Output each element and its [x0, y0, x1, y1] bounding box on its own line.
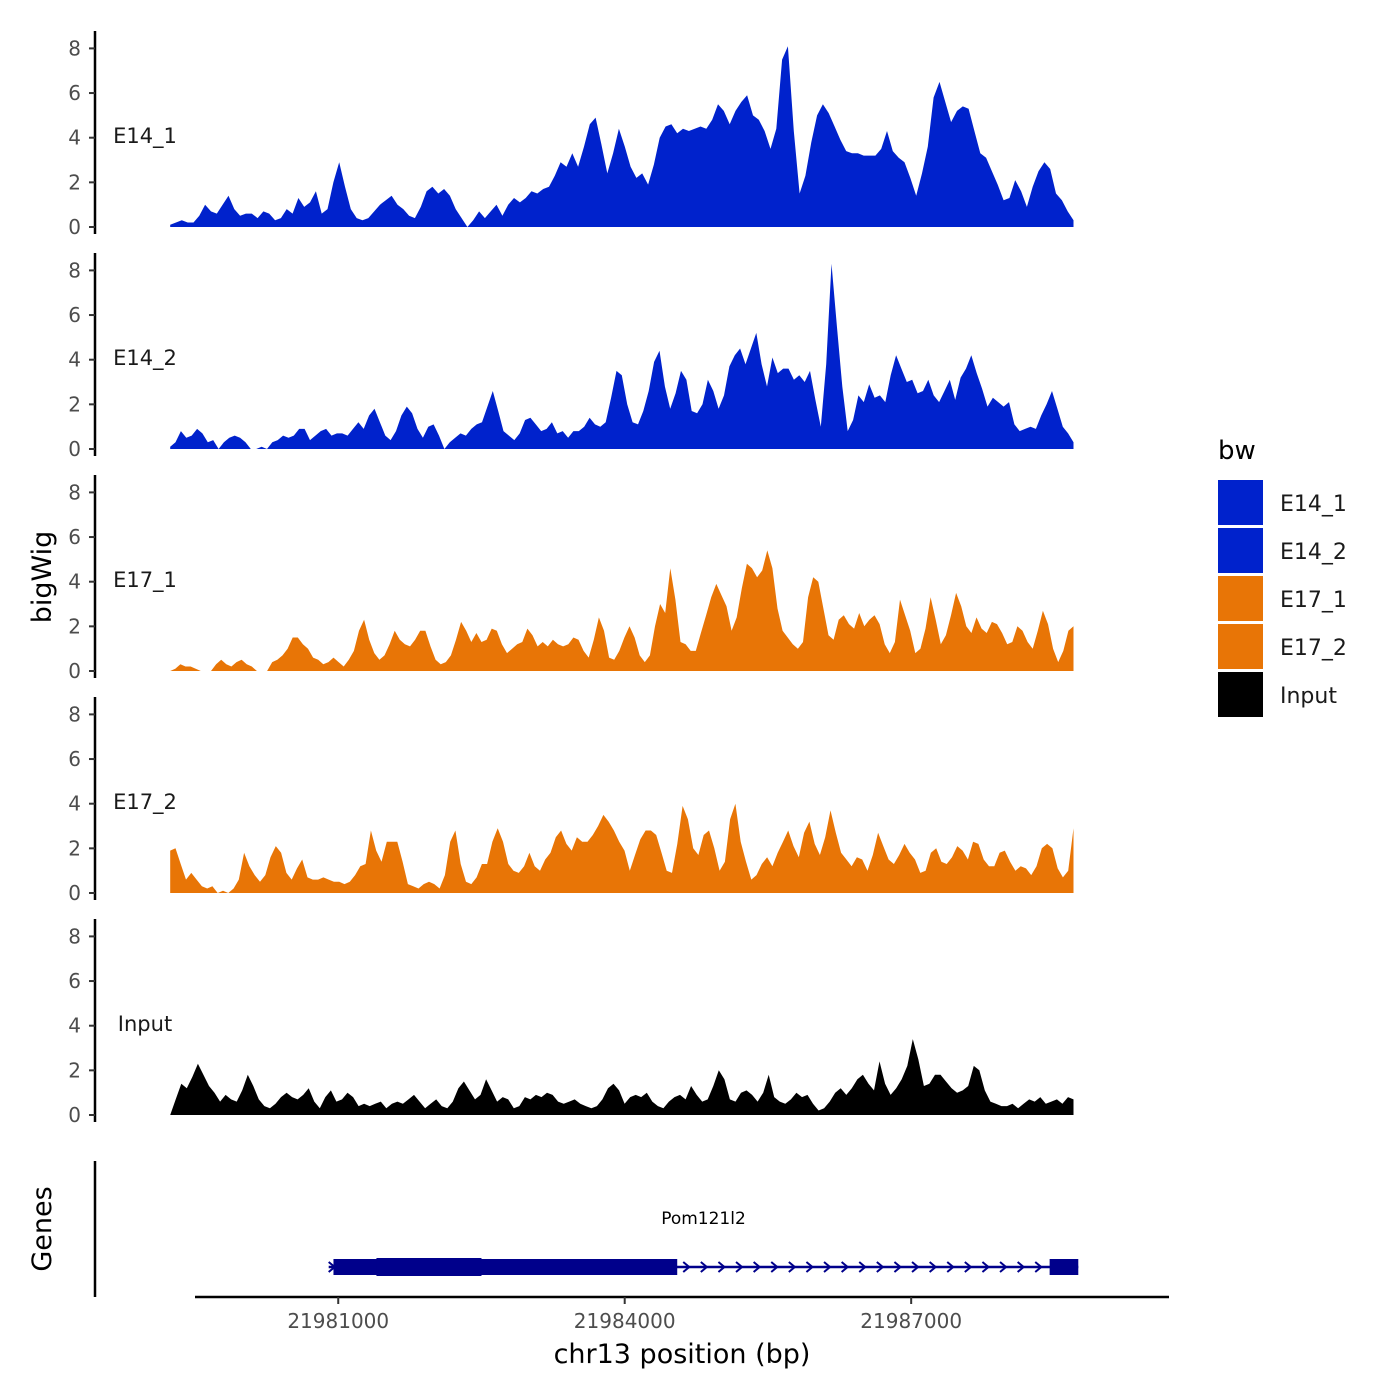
y-tick-label: 8: [68, 258, 81, 282]
legend-label: E17_1: [1280, 588, 1347, 613]
panel-E14_2: 0 2 4 6 8 E14_2: [68, 253, 1074, 461]
panel-label: E14_2: [113, 346, 177, 371]
strand-arrow: [946, 1261, 955, 1273]
y-tick-label: 2: [68, 836, 81, 860]
panel-label: E17_2: [113, 790, 177, 815]
strand-arrow: [735, 1261, 744, 1273]
y-tick-label: 2: [68, 170, 81, 194]
signal-area-Input: [170, 1039, 1074, 1115]
track-panels: 0 2 4 6 8 E14_1 0 2 4 6 8 E14_2 0 2 4 6 8 E17_1 0 2 4 6 8 E17_2…: [68, 31, 1074, 1127]
legend-label: E17_2: [1280, 636, 1347, 661]
y-tick-label: 2: [68, 614, 81, 638]
signal-area-E17_2: [170, 803, 1074, 893]
panel-label: E17_1: [113, 568, 177, 593]
x-ticks: 21981000 21984000 21987000: [287, 1297, 962, 1333]
x-tick-label: 21981000: [287, 1309, 389, 1333]
strand-arrow: [964, 1261, 973, 1273]
legend-swatch: [1218, 576, 1263, 621]
strand-arrow: [840, 1261, 850, 1273]
y-tick-label: 4: [68, 126, 81, 150]
y-tick-label: 4: [68, 570, 81, 594]
x-tick-label: 21987000: [860, 1309, 962, 1333]
strand-arrow: [682, 1261, 691, 1273]
y-tick-label: 0: [68, 881, 81, 905]
y-tick-label: 6: [68, 81, 81, 105]
legend-swatch: [1218, 480, 1263, 525]
x-axis-title: chr13 position (bp): [554, 1339, 811, 1370]
y-tick-label: 6: [68, 747, 81, 771]
y-axis-title: bigWig: [27, 531, 58, 624]
y-tick-label: 0: [68, 1103, 81, 1127]
x-tick-label: 21984000: [574, 1309, 676, 1333]
strand-arrow: [788, 1261, 797, 1273]
panel-E17_2: 0 2 4 6 8 E17_2: [68, 697, 1074, 905]
legend-items: E14_1 E14_2 E17_1 E17_2 Input: [1218, 480, 1347, 717]
y-tick-label: 8: [68, 702, 81, 726]
gene-strand-arrows: [328, 1261, 1043, 1273]
signal-area-E14_1: [170, 46, 1074, 228]
panel-label: Input: [118, 1012, 172, 1036]
strand-arrow: [893, 1261, 902, 1273]
strand-arrow: [858, 1261, 867, 1273]
strand-arrow: [770, 1261, 779, 1273]
strand-arrow: [717, 1261, 726, 1273]
signal-area-E17_1: [170, 550, 1074, 671]
legend-title: bw: [1218, 436, 1256, 466]
y-tick-label: 8: [68, 924, 81, 948]
y-tick-label: 8: [68, 36, 81, 60]
panel-Input: 0 2 4 6 8 Input: [68, 919, 1074, 1127]
y-tick-label: 6: [68, 303, 81, 327]
strand-arrow: [700, 1261, 709, 1273]
strand-arrow: [1034, 1261, 1043, 1273]
gene-exon: [376, 1258, 482, 1276]
legend-swatch: [1218, 528, 1263, 573]
x-axis: 21981000 21984000 21987000 chr13 position …: [195, 1295, 1169, 1370]
y-tick-label: 0: [68, 659, 81, 683]
panel-E17_1: 0 2 4 6 8 E17_1: [68, 475, 1074, 683]
gene-exon: [1049, 1259, 1079, 1275]
signal-area-E14_2: [170, 263, 1074, 449]
gene-track-label: Genes: [27, 1186, 58, 1271]
panel-E14_1: 0 2 4 6 8 E14_1: [68, 31, 1074, 239]
y-tick-label: 4: [68, 792, 81, 816]
strand-arrow: [999, 1261, 1008, 1273]
gene-track: Genes Pom121l2: [27, 1161, 1079, 1297]
legend-swatch: [1218, 624, 1263, 669]
panel-label: E14_1: [113, 124, 177, 149]
strand-arrow: [752, 1261, 762, 1273]
y-tick-label: 0: [68, 437, 81, 461]
strand-arrow: [876, 1261, 885, 1273]
gene-name-label: Pom121l2: [661, 1209, 746, 1229]
legend: bw E14_1 E14_2 E17_1 E17_2 Input: [1218, 436, 1347, 717]
y-tick-label: 2: [68, 1058, 81, 1082]
legend-label: Input: [1280, 684, 1337, 709]
strand-arrow: [823, 1261, 832, 1273]
y-tick-label: 6: [68, 525, 81, 549]
gene-exons: [333, 1258, 1079, 1276]
strand-arrow: [911, 1261, 920, 1273]
legend-label: E14_2: [1280, 540, 1347, 565]
y-tick-label: 6: [68, 969, 81, 993]
strand-arrow: [805, 1261, 814, 1273]
strand-arrow: [1016, 1261, 1026, 1273]
y-tick-label: 4: [68, 1014, 81, 1038]
y-tick-label: 8: [68, 480, 81, 504]
legend-swatch: [1218, 672, 1263, 717]
y-tick-label: 2: [68, 392, 81, 416]
strand-arrow: [928, 1261, 938, 1273]
y-tick-label: 0: [68, 215, 81, 239]
legend-label: E14_1: [1280, 492, 1347, 517]
strand-arrow: [981, 1261, 990, 1273]
y-tick-label: 4: [68, 348, 81, 372]
